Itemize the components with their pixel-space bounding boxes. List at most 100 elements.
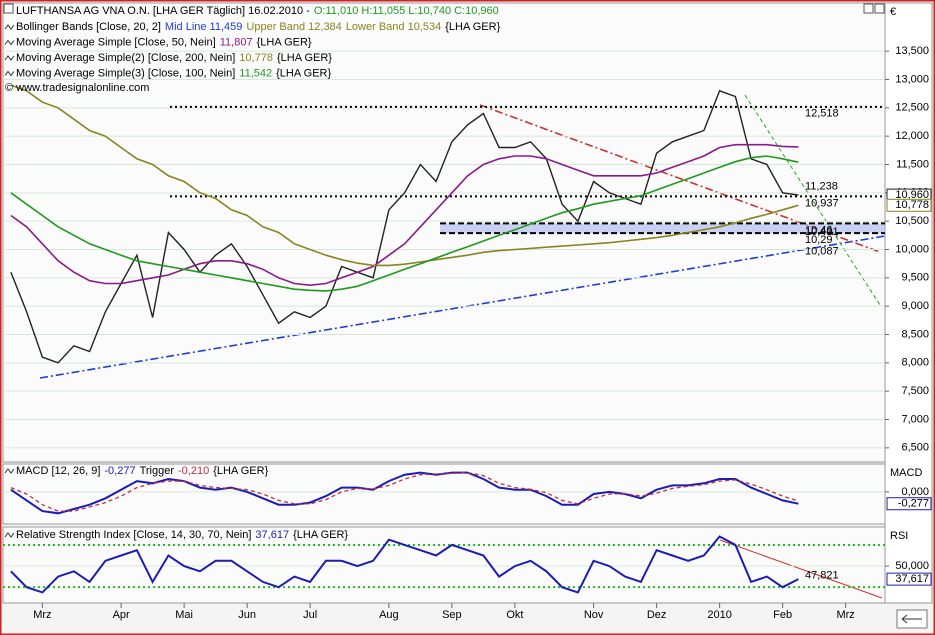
x-tick-label: Sep: [442, 609, 462, 621]
legend-text: {LHA GER}: [257, 36, 312, 48]
last-value-label: 10,960: [895, 189, 929, 201]
x-tick-label: 2010: [707, 609, 731, 621]
legend-entry: Moving Average Simple [Close, 50, Nein] 1…: [16, 36, 312, 48]
legend-text: 37,617: [255, 529, 289, 541]
y-tick-label: 13,000: [895, 73, 929, 85]
legend-text: MACD [12, 26, 9]: [16, 465, 100, 477]
legend-entry: Moving Average Simple(2) [Close, 200, Ne…: [16, 52, 332, 64]
x-tick-label: Aug: [379, 609, 399, 621]
series-line: [10, 89, 799, 364]
panel-label: RSI: [890, 530, 908, 542]
legend-icon: [4, 532, 15, 538]
legend-text: -0,277: [104, 465, 135, 477]
x-tick-label: Mrz: [33, 609, 51, 621]
legend-icon: [4, 55, 15, 61]
series-line: [10, 143, 799, 287]
legend-icon: [4, 468, 15, 474]
legend-text: {LHA GER}: [293, 529, 348, 541]
legend-text: 11,807: [220, 36, 253, 48]
annotation-label: 10,431: [805, 226, 839, 238]
y-tick-label: 11,500: [896, 158, 929, 170]
rsi-panel: [2, 526, 886, 604]
title-ohlc: O:11,010 H:11,055 L:10,740 C:10,960: [314, 5, 499, 17]
zone: [440, 223, 885, 234]
title-text: LUFTHANSA AG VNA O.N. [LHA GER Täglich] …: [16, 5, 310, 17]
y-tick-label: 7,000: [901, 413, 929, 425]
annotation-label: 10,29: [805, 234, 833, 246]
scroll-arrow: [901, 614, 908, 620]
legend-entry: Moving Average Simple(3) [Close, 100, Ne…: [16, 67, 331, 79]
legend-entry: Relative Strength Index [Close, 14, 30, …: [16, 529, 348, 541]
series-line: [10, 155, 799, 292]
series-line: [10, 535, 799, 594]
y-tick-label: 50,000: [895, 560, 929, 572]
toolbar-button[interactable]: [874, 3, 885, 14]
x-tick-label: Jul: [303, 609, 317, 621]
last-value-box: [886, 198, 932, 212]
source: © www.tradesignalonline.com: [5, 82, 149, 94]
annotation-label: 10,087: [805, 245, 839, 257]
trend-line: [39, 235, 886, 379]
x-tick-label: Jun: [238, 609, 256, 621]
last-value-label: -0,277: [898, 498, 929, 510]
legend-text: Relative Strength Index [Close, 14, 30, …: [16, 529, 251, 541]
legend-icon: [4, 24, 15, 30]
panel-label: MACD: [890, 467, 922, 479]
legend-icon: [4, 39, 15, 46]
legend-text: Moving Average Simple [Close, 50, Nein]: [16, 36, 216, 48]
last-value-box: [886, 572, 932, 586]
y-tick-label: 8,000: [901, 357, 929, 369]
legend-text: {LHA GER}: [213, 465, 268, 477]
annotation-label: 47,821: [805, 569, 839, 581]
x-tick-label: Mrz: [836, 609, 854, 621]
legend-text: {LHA GER}: [277, 52, 332, 64]
currency: €: [890, 6, 896, 18]
x-tick-label: Apr: [113, 609, 130, 621]
y-tick-label: 10,500: [895, 215, 929, 227]
scroll-arrow: [901, 618, 908, 624]
legend-entry: MACD [12, 26, 9] -0,277 Trigger -0,210 {LHA …: [16, 465, 269, 477]
annotation-label: 11,238: [805, 180, 838, 192]
panel-button[interactable]: [3, 3, 14, 14]
legend-text: Mid Line 11,459: [165, 21, 242, 33]
legend-text: Bollinger Bands [Close, 20, 2]: [16, 21, 161, 33]
legend-text: {LHA GER}: [276, 67, 331, 79]
series-line: [10, 84, 799, 267]
legend-text: Moving Average Simple(3) [Close, 100, Ne…: [16, 67, 235, 79]
annotation-label: 12,518: [805, 108, 839, 120]
y-tick-label: 13,500: [895, 45, 929, 57]
y-tick-label: 0,000: [901, 486, 929, 498]
x-tick-label: Dez: [647, 609, 667, 621]
y-tick-label: 12,500: [895, 102, 929, 114]
x-tick-label: Okt: [506, 609, 523, 621]
legend-text: {LHA GER}: [445, 21, 500, 33]
y-tick-label: 6,500: [901, 442, 929, 454]
y-tick-label: 9,000: [901, 300, 929, 312]
legend-text: Lower Band 10,534: [346, 21, 441, 33]
last-value-label: 10,778: [895, 199, 929, 211]
trend-line: [719, 539, 883, 599]
legend-text: Moving Average Simple(2) [Close, 200, Ne…: [16, 52, 235, 64]
legend-text: Upper Band 12,384: [246, 21, 341, 33]
y-tick-label: 12,000: [895, 130, 929, 142]
legend-text: -0,210: [178, 465, 209, 477]
y-tick-label: 10,000: [895, 243, 929, 255]
y-tick-label: 7,500: [901, 385, 929, 397]
y-tick-label: 9,500: [901, 272, 929, 284]
annotation-label: 10,937: [805, 197, 839, 209]
x-tick-label: Feb: [773, 609, 792, 621]
series-line: [10, 471, 799, 515]
chart-title: LUFTHANSA AG VNA O.N. [LHA GER Täglich] …: [16, 5, 499, 17]
x-tick-label: Nov: [584, 609, 604, 621]
y-tick-label: 8,500: [901, 328, 929, 340]
legend-icon: [4, 70, 15, 77]
series-line: [10, 471, 799, 512]
legend-text: 10,778: [239, 52, 273, 64]
last-value-box: [886, 497, 932, 511]
toolbar-button[interactable]: [863, 3, 874, 14]
last-value-label: 37,617: [895, 573, 929, 585]
legend-text: Trigger: [140, 465, 175, 477]
legend-text: 11,542: [239, 67, 272, 79]
